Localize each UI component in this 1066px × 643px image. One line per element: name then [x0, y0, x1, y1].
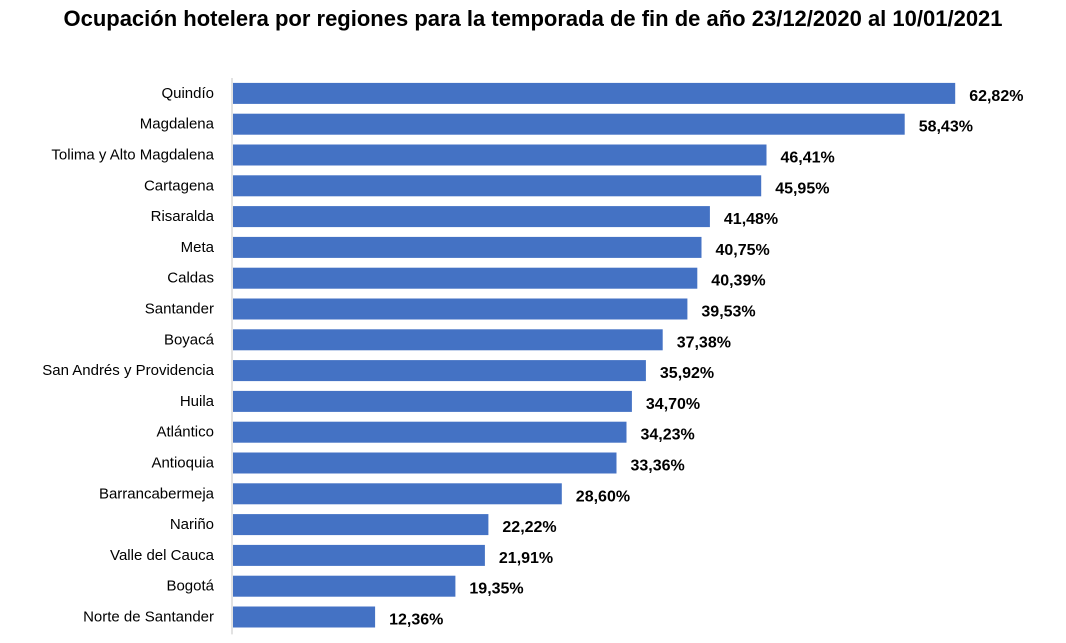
- value-label: 40,75%: [716, 242, 770, 259]
- category-label: Cartagena: [144, 177, 215, 194]
- category-label: Valle del Cauca: [110, 547, 215, 564]
- chart-title: Ocupación hotelera por regiones para la …: [63, 6, 1003, 31]
- bar: [233, 113, 905, 135]
- value-label: 37,38%: [677, 334, 731, 351]
- bar: [233, 236, 702, 258]
- category-label: Tolima y Alto Magdalena: [51, 147, 214, 164]
- category-label: Caldas: [167, 270, 214, 287]
- category-label: Barrancabermeja: [99, 485, 215, 502]
- value-label: 40,39%: [711, 273, 765, 290]
- bar: [233, 514, 489, 536]
- value-label: 46,41%: [781, 150, 835, 167]
- value-label: 35,92%: [660, 365, 714, 382]
- value-label: 12,36%: [389, 612, 443, 629]
- value-label: 39,53%: [701, 304, 755, 321]
- value-label: 41,48%: [724, 211, 778, 228]
- category-label: Santander: [145, 301, 214, 318]
- value-label: 34,70%: [646, 396, 700, 413]
- category-label: Meta: [181, 239, 215, 256]
- category-label: Antioquia: [151, 455, 214, 472]
- value-label: 58,43%: [919, 119, 973, 136]
- bar: [233, 144, 767, 166]
- value-label: 19,35%: [469, 581, 523, 598]
- bar: [233, 206, 710, 228]
- bar: [233, 390, 632, 412]
- bar: [233, 82, 956, 104]
- value-label: 45,95%: [775, 180, 829, 197]
- value-label: 22,22%: [502, 519, 556, 536]
- value-label: 34,23%: [641, 427, 695, 444]
- bar: [233, 298, 688, 320]
- category-label: Risaralda: [151, 208, 215, 225]
- bar: [233, 175, 762, 197]
- category-label: Huila: [180, 393, 215, 410]
- category-label: Norte de Santander: [83, 609, 214, 626]
- bar: [233, 329, 663, 351]
- bar: [233, 360, 646, 382]
- bar: [233, 575, 456, 597]
- category-label: Bogotá: [166, 578, 214, 595]
- category-label: Quindío: [161, 85, 214, 102]
- bars-layer: Quindío 62,82% Magdalena 58,43% Tolima y Alt…: [42, 82, 1023, 629]
- bar: [233, 483, 562, 505]
- value-label: 62,82%: [969, 88, 1023, 105]
- category-label: Atlántico: [156, 424, 214, 441]
- bar: [233, 452, 617, 474]
- category-label: San Andrés y Providencia: [42, 362, 214, 379]
- value-label: 21,91%: [499, 550, 553, 567]
- bar: [233, 606, 376, 628]
- category-label: Nariño: [170, 516, 214, 533]
- value-label: 28,60%: [576, 488, 630, 505]
- category-label: Boyacá: [164, 331, 215, 348]
- bar: [233, 544, 485, 566]
- category-label: Magdalena: [140, 116, 215, 133]
- bar: [233, 421, 627, 443]
- bar: [233, 267, 698, 289]
- value-label: 33,36%: [631, 458, 685, 475]
